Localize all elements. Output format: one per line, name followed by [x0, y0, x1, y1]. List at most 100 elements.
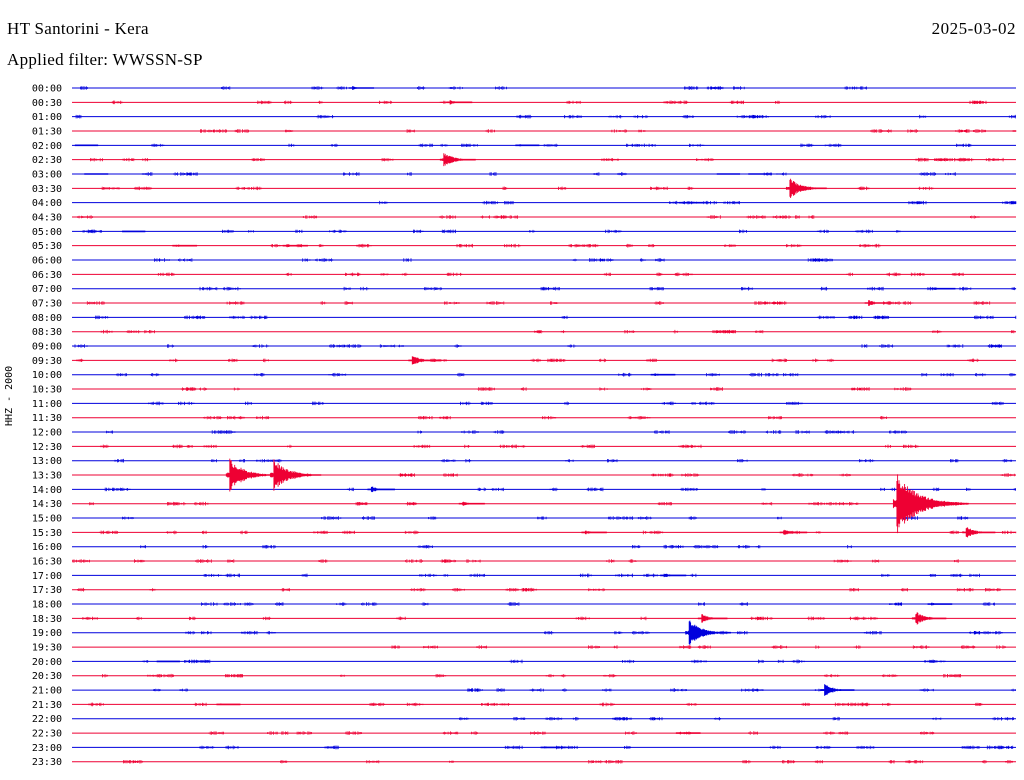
trace-noise [77, 587, 1001, 592]
seismic-event [930, 287, 956, 290]
seismic-event [685, 620, 731, 645]
row-time-label: 21:00 [32, 686, 62, 697]
row-time-label: 22:00 [32, 714, 62, 725]
row-time-label: 08:30 [32, 327, 62, 338]
trace-noise [200, 129, 986, 133]
trace-noise [142, 659, 946, 664]
seismic-event [156, 660, 180, 663]
row-time-label: 02:00 [32, 141, 62, 152]
trace-noise [154, 258, 833, 262]
row-time-label: 08:00 [32, 313, 62, 324]
trace-noise [88, 702, 983, 707]
trace-noise [76, 358, 979, 363]
trace-noise [203, 415, 887, 420]
trace-noise [82, 616, 878, 621]
seismic-event [122, 230, 146, 233]
row-time-label: 20:30 [32, 671, 62, 682]
row-time-label: 06:00 [32, 256, 62, 267]
seismic-event [660, 573, 687, 578]
date-label: 2025-03-02 [931, 19, 1016, 38]
trace-noise [391, 645, 1006, 649]
seismic-event [540, 746, 565, 749]
seismic-event [892, 474, 969, 534]
trace-noise [459, 716, 1014, 721]
seismic-event [650, 373, 676, 376]
trace-noise [102, 673, 961, 678]
filter-label: Applied filter: WWSSN-SP [7, 50, 203, 69]
row-time-label: 18:30 [32, 614, 62, 625]
row-time-label: 07:00 [32, 284, 62, 295]
trace-noise [73, 344, 1002, 348]
row-time-label: 16:00 [32, 542, 62, 553]
trace-noise [140, 544, 852, 549]
row-time-label: 17:30 [32, 585, 62, 596]
trace-noise [151, 143, 972, 148]
seismic-event [820, 684, 855, 696]
row-time-label: 19:00 [32, 628, 62, 639]
trace-noise [123, 760, 1013, 764]
trace-noise [122, 516, 969, 520]
seismic-event [962, 527, 996, 538]
trace-noise [270, 243, 881, 248]
trace-noise [90, 157, 1004, 162]
trace-noise [201, 602, 995, 606]
seismic-event [679, 201, 704, 204]
seismic-event [515, 144, 540, 147]
trace-noise [77, 215, 980, 219]
row-time-label: 15:00 [32, 514, 62, 525]
seismic-event [216, 703, 241, 706]
row-time-label: 04:30 [32, 213, 62, 224]
trace-noise [100, 329, 1016, 334]
seismic-event [348, 86, 375, 90]
seismic-event [675, 731, 701, 735]
row-time-label: 09:30 [32, 356, 62, 367]
row-time-label: 18:00 [32, 600, 62, 611]
seismic-event [864, 300, 893, 306]
row-time-label: 09:00 [32, 342, 62, 353]
row-time-label: 13:00 [32, 456, 62, 467]
trace-noise [80, 86, 867, 90]
station-title: HT Santorini - Kera [7, 19, 149, 38]
trace-noise [100, 444, 919, 449]
seismic-event [748, 173, 772, 175]
trace-noise [72, 559, 959, 563]
row-time-label: 07:30 [32, 299, 62, 310]
seismic-event [927, 602, 953, 606]
row-time-label: 11:00 [32, 399, 62, 410]
seismic-event [458, 501, 485, 506]
seismic-event [697, 614, 728, 623]
seismic-event [84, 173, 109, 175]
row-time-label: 06:30 [32, 270, 62, 281]
row-time-label: 15:30 [32, 528, 62, 539]
row-time-label: 20:00 [32, 657, 62, 668]
row-time-label: 12:30 [32, 442, 62, 453]
row-time-label: 14:00 [32, 485, 62, 496]
row-time-label: 03:30 [32, 184, 62, 195]
row-time-label: 16:30 [32, 557, 62, 568]
seismic-event [225, 458, 278, 492]
row-time-label: 02:30 [32, 155, 62, 166]
seismic-event [74, 144, 99, 147]
row-time-label: 04:00 [32, 198, 62, 209]
row-time-label: 10:00 [32, 370, 62, 381]
row-time-label: 12:00 [32, 428, 62, 439]
row-time-label: 17:00 [32, 571, 62, 582]
trace-noise [95, 315, 1017, 320]
trace-noise [199, 286, 1017, 291]
row-time-label: 11:30 [32, 413, 62, 424]
trace-noise [82, 229, 901, 234]
row-time-label: 05:30 [32, 241, 62, 252]
seismic-event [408, 356, 441, 365]
trace-noise [148, 401, 1004, 406]
trace-noise [116, 372, 1017, 377]
trace-noise [106, 430, 907, 434]
seismic-event [439, 153, 476, 167]
seismic-event [282, 244, 308, 248]
seismic-event [911, 612, 947, 625]
seismic-event [785, 178, 827, 198]
trace-noise [111, 100, 987, 105]
seismic-event [581, 530, 607, 535]
row-time-label: 14:30 [32, 499, 62, 510]
row-time-label: 00:30 [32, 98, 62, 109]
